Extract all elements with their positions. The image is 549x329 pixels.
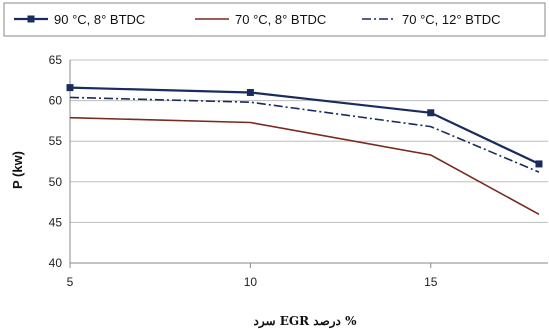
series-line-1 [69, 116, 540, 216]
legend-marker-0 [27, 15, 35, 23]
x-tick-label: 10 [244, 275, 258, 289]
legend-label-1: 70 °C, 8° BTDC [235, 12, 326, 27]
legend: 90 °C, 8° BTDC 70 °C, 8° BTDC 70 °C, 12° B… [14, 12, 501, 27]
y-tick-label: 40 [49, 256, 63, 270]
series-line-2 [69, 96, 540, 173]
y-axis-title: P (kw) [10, 151, 25, 189]
y-tick-label: 50 [49, 175, 63, 189]
axes: 40 45 50 55 60 65 5 10 15 [49, 53, 548, 289]
series-0-point [246, 88, 254, 96]
series-0-point [427, 109, 435, 117]
x-tick-label: 15 [424, 275, 438, 289]
y-tick-label: 65 [49, 53, 63, 67]
series-0-point [66, 84, 74, 92]
y-tick-label: 60 [49, 94, 63, 108]
legend-label-0: 90 °C, 8° BTDC [54, 12, 145, 27]
x-tick-label: 5 [67, 275, 74, 289]
series-line-0 [69, 86, 540, 165]
x-axis-title: % درصد EGR سرد [254, 314, 358, 329]
axis-labels: P (kw) % درصد EGR سرد [10, 151, 357, 329]
legend-label-2: 70 °C, 12° BTDC [402, 12, 501, 27]
legend-box [3, 2, 546, 37]
series-lines [66, 84, 543, 216]
grid-lines [70, 59, 548, 264]
series-0-point [535, 160, 543, 168]
y-tick-label: 55 [49, 134, 63, 148]
y-tick-label: 45 [49, 215, 63, 229]
